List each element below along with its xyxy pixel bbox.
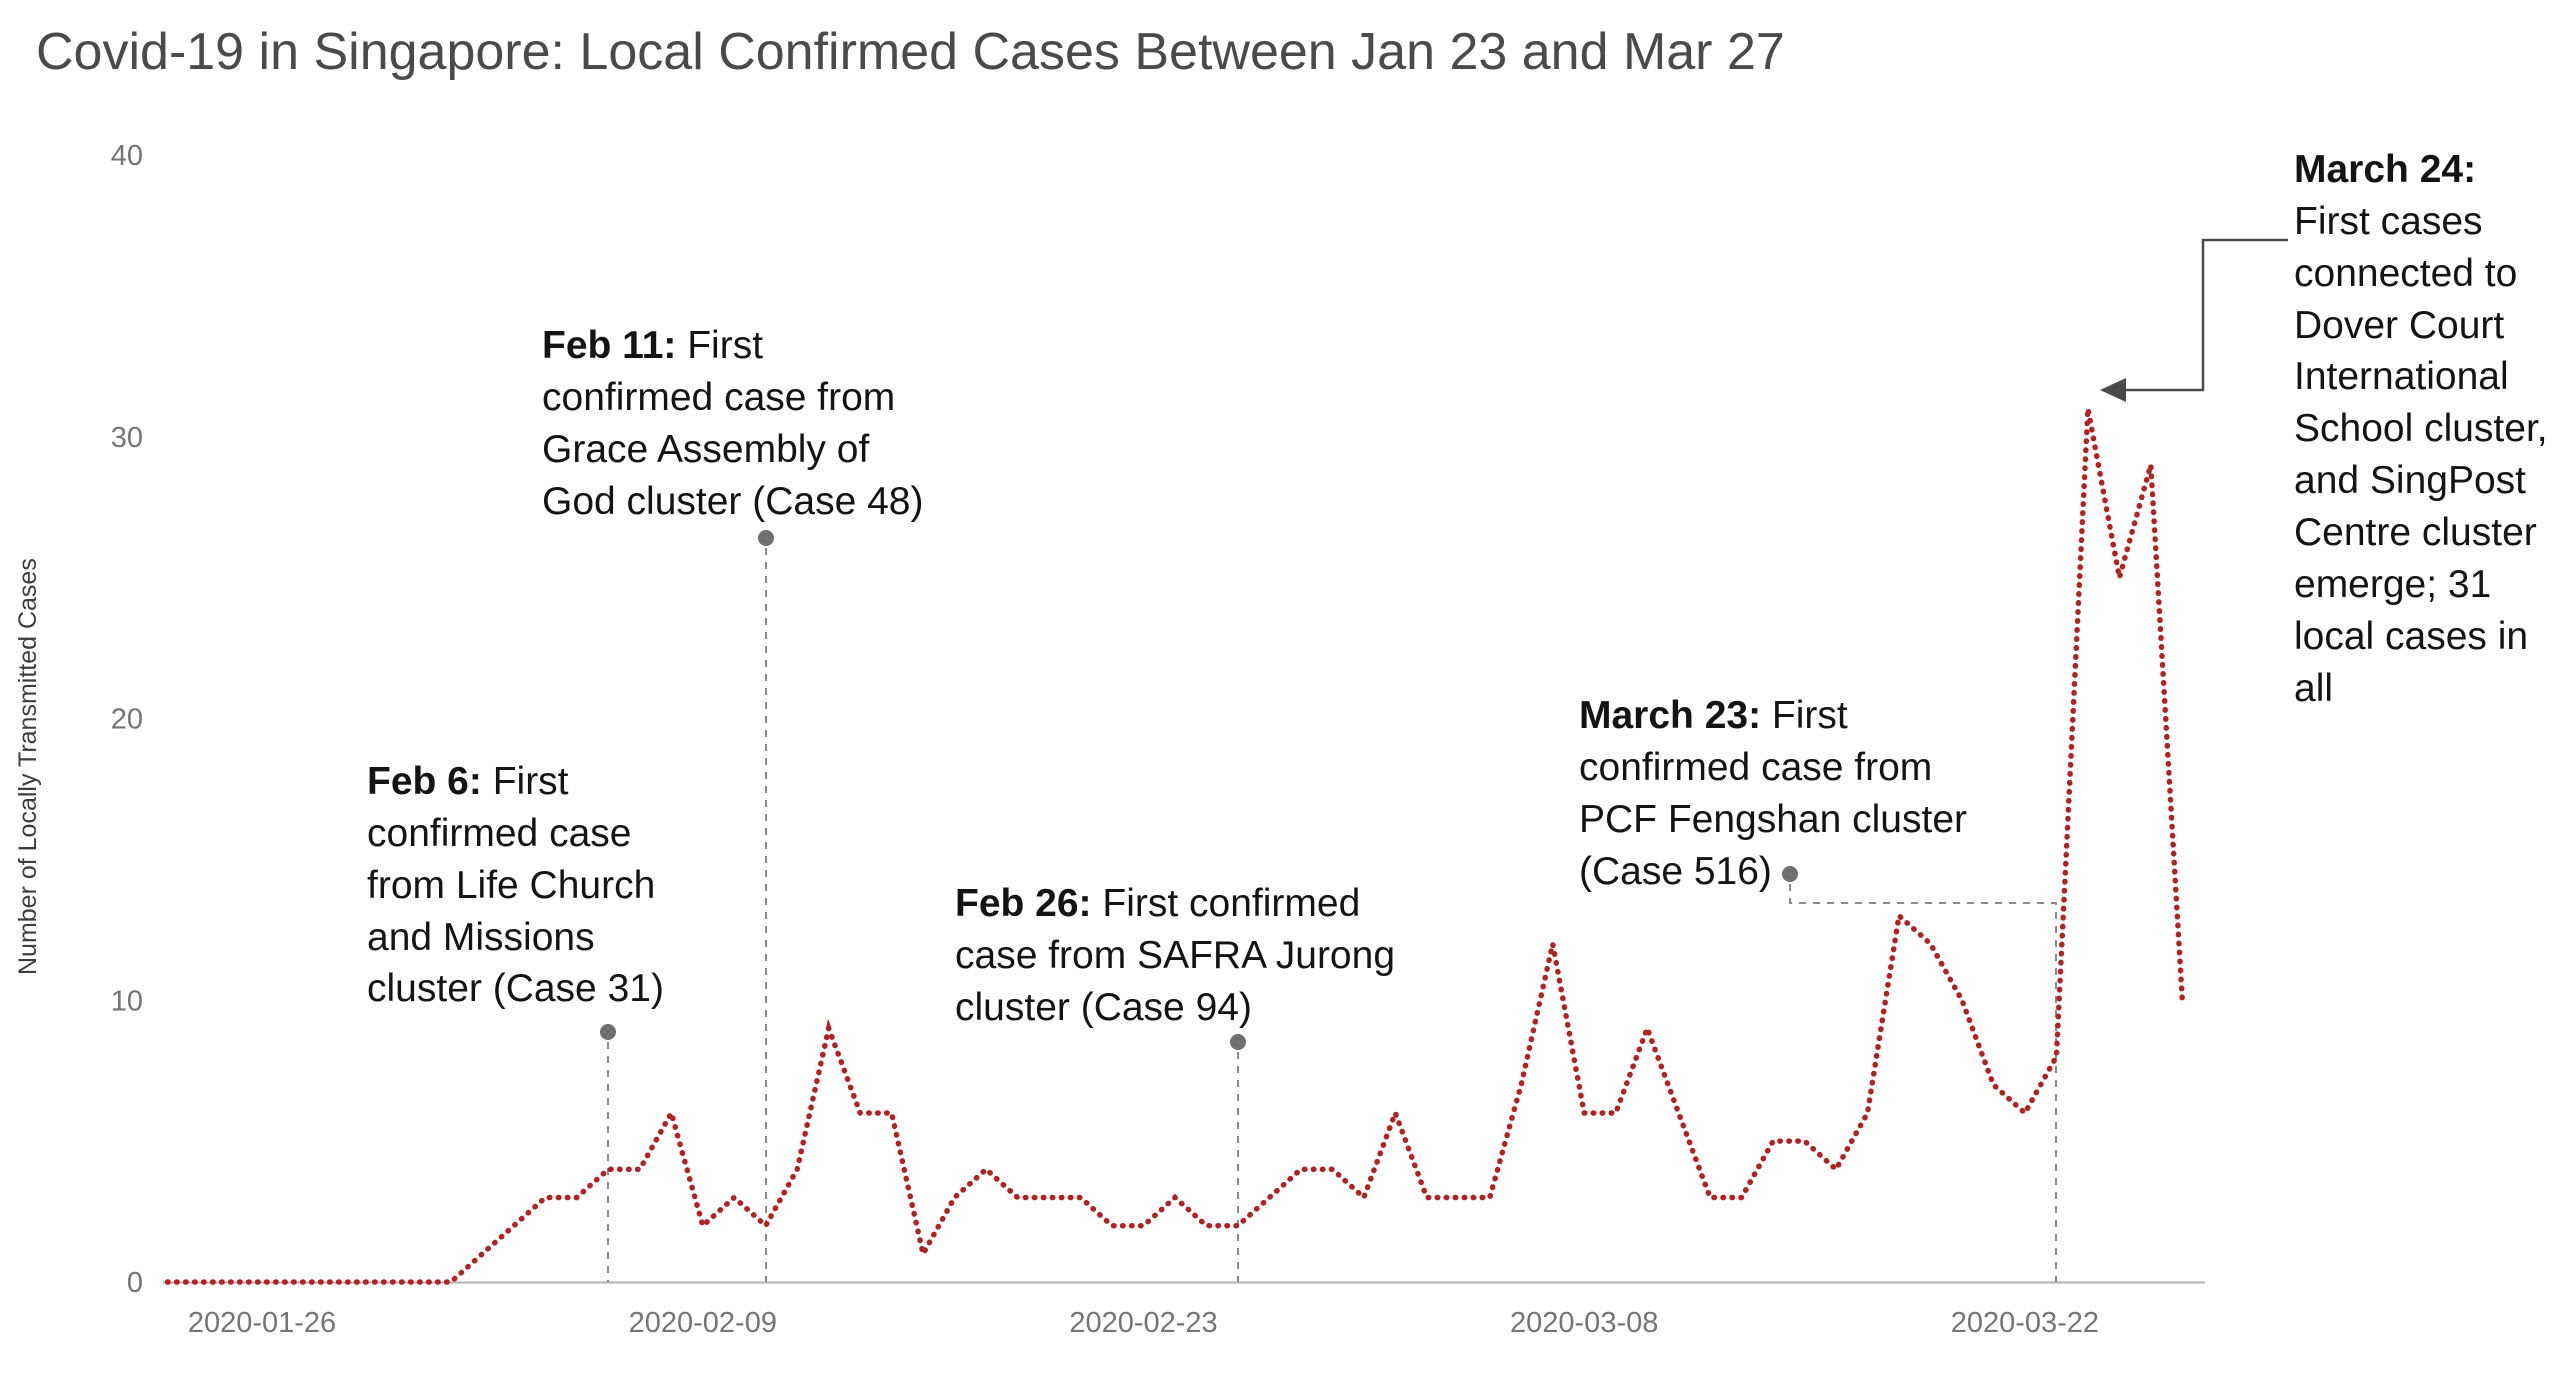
annotation-mar-24-date: March 24: bbox=[2294, 148, 2477, 191]
annotation-feb-6-date: Feb 6: bbox=[367, 760, 482, 803]
annotation-connector-feb-26 bbox=[1230, 1034, 1246, 1282]
x-tick-label: 2020-02-23 bbox=[1069, 1307, 1217, 1339]
annotation-mar-23-date: March 23: bbox=[1579, 694, 1762, 737]
y-tick-label: 40 bbox=[111, 140, 143, 172]
annotation-mar-23: March 23: First confirmed case from PCF … bbox=[1579, 690, 2004, 897]
x-tick-label: 2020-01-26 bbox=[188, 1307, 336, 1339]
annotation-feb-11-date: Feb 11: bbox=[542, 324, 677, 367]
annotation-feb-26-date: Feb 26: bbox=[955, 882, 1092, 925]
y-tick-label: 0 bbox=[127, 1267, 143, 1299]
y-tick-label: 10 bbox=[111, 985, 143, 1017]
y-axis-tick-labels: 0 10 20 30 40 bbox=[111, 140, 143, 1299]
chart-title: Covid-19 in Singapore: Local Confirmed C… bbox=[36, 23, 1785, 81]
annotation-feb-11: Feb 11: First confirmed case from Grace … bbox=[542, 320, 942, 527]
x-tick-label: 2020-02-09 bbox=[629, 1307, 777, 1339]
annotation-connector-feb-6 bbox=[600, 1024, 616, 1282]
annotation-feb-6: Feb 6: First confirmed case from Life Ch… bbox=[367, 756, 707, 1015]
y-tick-label: 30 bbox=[111, 422, 143, 454]
annotation-mar-23-text: First confirmed case from PCF Fengshan c… bbox=[1579, 694, 1968, 893]
annotation-connector-feb-11 bbox=[758, 530, 774, 1282]
annotation-feb-11-text: First confirmed case from Grace Assembly… bbox=[542, 324, 924, 523]
annotation-feb-26: Feb 26: First confirmed case from SAFRA … bbox=[955, 878, 1430, 1034]
x-axis-tick-labels: 2020-01-26 2020-02-09 2020-02-23 2020-03-08… bbox=[188, 1307, 2099, 1339]
y-tick-label: 20 bbox=[111, 704, 143, 736]
annotation-feb-26-text: First confirmed case from SAFRA Jurong c… bbox=[955, 882, 1396, 1029]
annotation-mar-24: March 24: First cases connected to Dover… bbox=[2294, 144, 2549, 714]
x-tick-label: 2020-03-08 bbox=[1510, 1307, 1658, 1339]
annotation-arrow-mar-24 bbox=[2100, 238, 2288, 402]
annotation-feb-6-text: First confirmed case from Life Church an… bbox=[367, 760, 664, 1011]
annotation-connector-mar-23 bbox=[1782, 866, 2057, 1282]
annotation-mar-24-text: First cases connected to Dover Court Int… bbox=[2294, 199, 2548, 710]
x-tick-label: 2020-03-22 bbox=[1951, 1307, 2099, 1339]
local-cases-line-series bbox=[164, 408, 2186, 1285]
